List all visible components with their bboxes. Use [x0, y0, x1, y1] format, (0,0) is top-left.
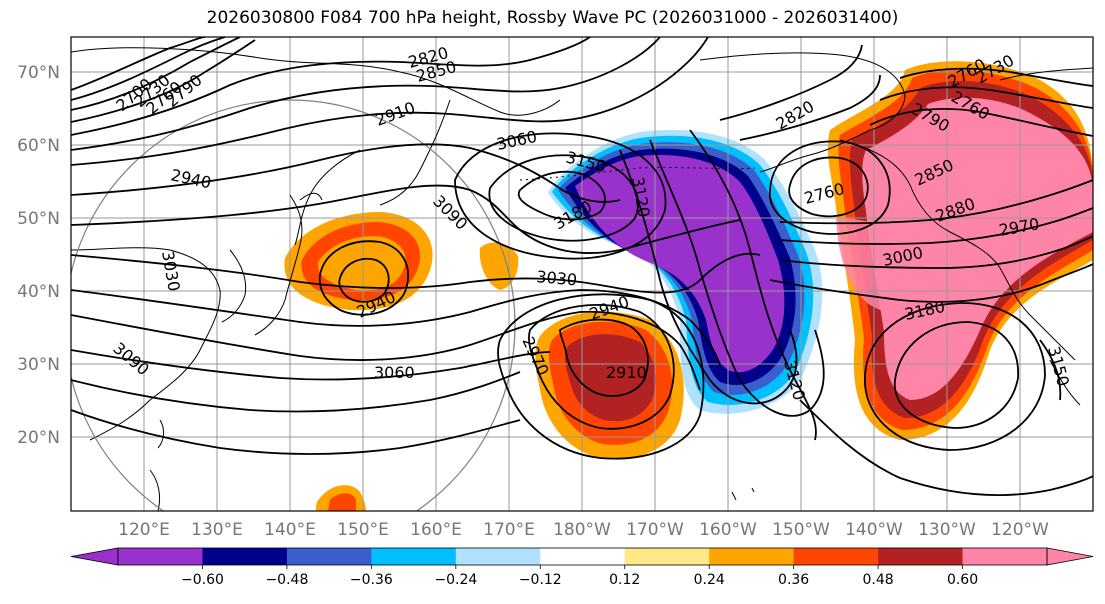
- lat-label: 30°N: [17, 355, 60, 375]
- lat-label: 20°N: [17, 428, 60, 448]
- contour-label: 3030: [536, 267, 578, 289]
- lon-label: 160°E: [410, 520, 462, 540]
- lon-label: 180°W: [553, 520, 611, 540]
- lon-label: 130°E: [191, 520, 243, 540]
- colorbar-tick-label: −0.12: [519, 572, 562, 588]
- lon-label: 150°E: [337, 520, 389, 540]
- colorbar-segment: [709, 548, 795, 565]
- colorbar-segment: [624, 548, 710, 565]
- lon-label: 160°W: [699, 520, 757, 540]
- lon-label: 150°W: [772, 520, 830, 540]
- range-ring: [71, 99, 516, 511]
- colorbar-tick-label: −0.48: [265, 572, 308, 588]
- colorbar-segment: [455, 548, 541, 565]
- colorbar-segment: [286, 548, 372, 565]
- colorbar-tick-label: 0.60: [947, 572, 978, 588]
- latitude-labels: 70°N 60°N 50°N 40°N 30°N 20°N: [17, 63, 60, 448]
- map-title: 2026030800 F084 700 hPa height, Rossby W…: [206, 8, 899, 28]
- lat-label: 70°N: [17, 63, 60, 83]
- lon-label: 170°E: [483, 520, 535, 540]
- lon-label: 140°W: [845, 520, 903, 540]
- lat-label: 50°N: [17, 209, 60, 229]
- lon-label: 170°W: [626, 520, 684, 540]
- colorbar-segment: [540, 548, 626, 565]
- colorbar-segment: [962, 548, 1048, 565]
- colorbar-tick-label: 0.36: [778, 572, 809, 588]
- colorbar-extend-high: [1046, 547, 1094, 566]
- colorbar-tick-label: −0.24: [434, 572, 477, 588]
- lon-label: 120°W: [991, 520, 1049, 540]
- colorbar-outline: [117, 547, 1048, 566]
- colorbar-tick-label: 0.12: [609, 572, 640, 588]
- map-frame: [70, 36, 1094, 512]
- colorbar: [70, 547, 1094, 569]
- colorbar-tick-label: −0.60: [181, 572, 224, 588]
- longitude-labels: 120°E 130°E 140°E 150°E 160°E 170°E 180°…: [118, 520, 1049, 540]
- colorbar-tick-label: 0.48: [863, 572, 894, 588]
- lon-label: 120°E: [118, 520, 170, 540]
- colorbar-segment: [878, 548, 964, 565]
- contour-label: 2910: [606, 363, 647, 382]
- colorbar-tick-labels: −0.60 −0.48 −0.36 −0.24 −0.12 0.12 0.24 …: [181, 572, 978, 588]
- colorbar-tick-label: 0.24: [694, 572, 725, 588]
- height-contours: [71, 37, 1093, 496]
- coastlines: [71, 47, 1093, 511]
- colorbar-extend-low: [70, 547, 119, 566]
- colorbar-tick-label: −0.36: [350, 572, 393, 588]
- contour-label: 3060: [374, 363, 415, 382]
- colorbar-segment: [118, 548, 203, 565]
- colorbar-segment: [371, 548, 457, 565]
- colorbar-segment: [202, 548, 288, 565]
- graticule: [71, 37, 1093, 511]
- lat-label: 60°N: [17, 136, 60, 156]
- lon-label: 130°W: [918, 520, 976, 540]
- lat-label: 40°N: [17, 282, 60, 302]
- colorbar-segment: [793, 548, 879, 565]
- lon-label: 140°E: [264, 520, 316, 540]
